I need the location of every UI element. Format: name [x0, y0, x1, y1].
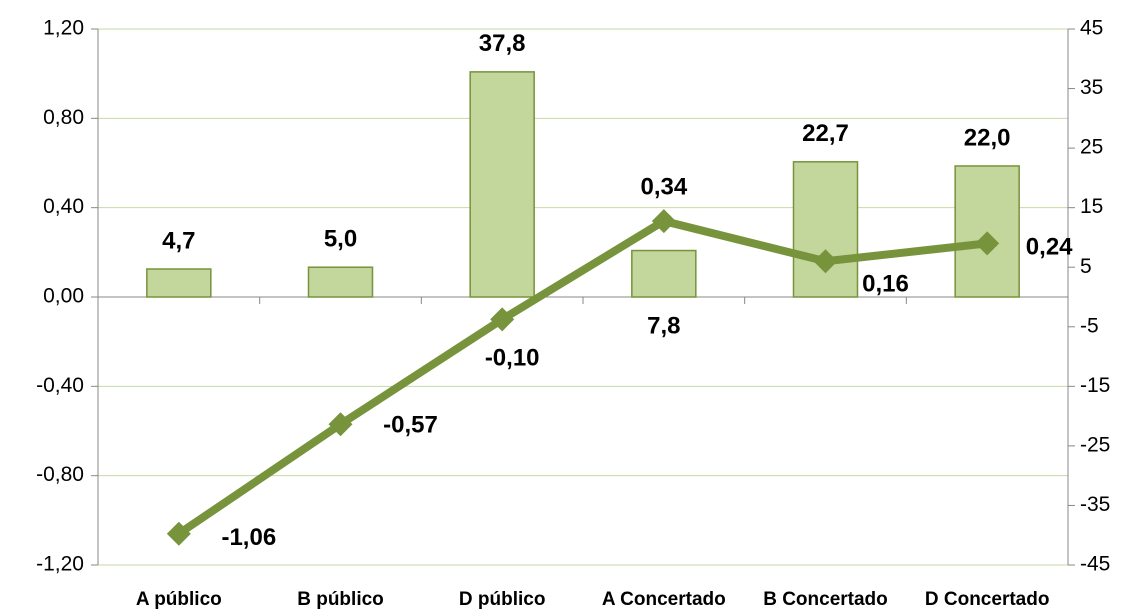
x-tick-label: B Concertado	[763, 589, 888, 610]
data-label: 0,16	[862, 271, 909, 298]
y-tick-label: 0,80	[43, 106, 84, 129]
data-label: -0,57	[383, 412, 438, 439]
x-tick-label: D público	[459, 589, 546, 610]
y2-tick-label: 45	[1080, 17, 1103, 40]
line	[176, 217, 988, 538]
marker	[975, 231, 1000, 256]
bar	[146, 268, 212, 298]
bar	[631, 249, 697, 298]
y2-tick-label: 35	[1080, 76, 1103, 99]
data-label: 37,8	[479, 30, 526, 57]
data-label: -1,06	[221, 524, 276, 551]
y2-tick-label: 25	[1080, 136, 1103, 159]
y-tick-label: -0,40	[36, 374, 84, 397]
x-tick-label: B público	[297, 589, 384, 610]
data-label: 4,7	[162, 227, 195, 254]
data-label: 0,24	[1026, 234, 1073, 261]
y-tick-label: -0,80	[36, 463, 84, 486]
data-label: 22,0	[964, 124, 1011, 151]
data-label: 5,0	[324, 226, 357, 253]
y-tick-label: 1,20	[43, 17, 84, 40]
marker	[813, 249, 838, 274]
y2-tick-label: -25	[1080, 433, 1110, 456]
y2-tick-label: -35	[1080, 493, 1110, 516]
marker	[490, 307, 515, 332]
marker	[328, 412, 353, 437]
y2-tick-label: 15	[1080, 195, 1103, 218]
bar	[307, 266, 374, 298]
bar	[469, 71, 535, 298]
data-label: 0,34	[640, 173, 687, 200]
y2-tick-label: 5	[1080, 255, 1092, 278]
marker	[651, 209, 676, 234]
x-tick-label: A público	[136, 589, 222, 610]
data-label: 22,7	[802, 120, 849, 147]
y-tick-label: 0,40	[43, 195, 84, 218]
data-label: 7,8	[647, 312, 680, 339]
data-label: -0,10	[485, 345, 540, 372]
y2-tick-label: -5	[1080, 314, 1099, 337]
x-tick-label: D Concertado	[925, 589, 1050, 610]
y-tick-label: -1,20	[36, 553, 84, 576]
x-tick-label: A Concertado	[602, 589, 726, 610]
y2-tick-label: -15	[1080, 374, 1110, 397]
y-tick-label: 0,00	[43, 285, 84, 308]
marker	[166, 521, 191, 546]
bar	[792, 161, 859, 298]
y2-tick-label: -45	[1080, 553, 1110, 576]
